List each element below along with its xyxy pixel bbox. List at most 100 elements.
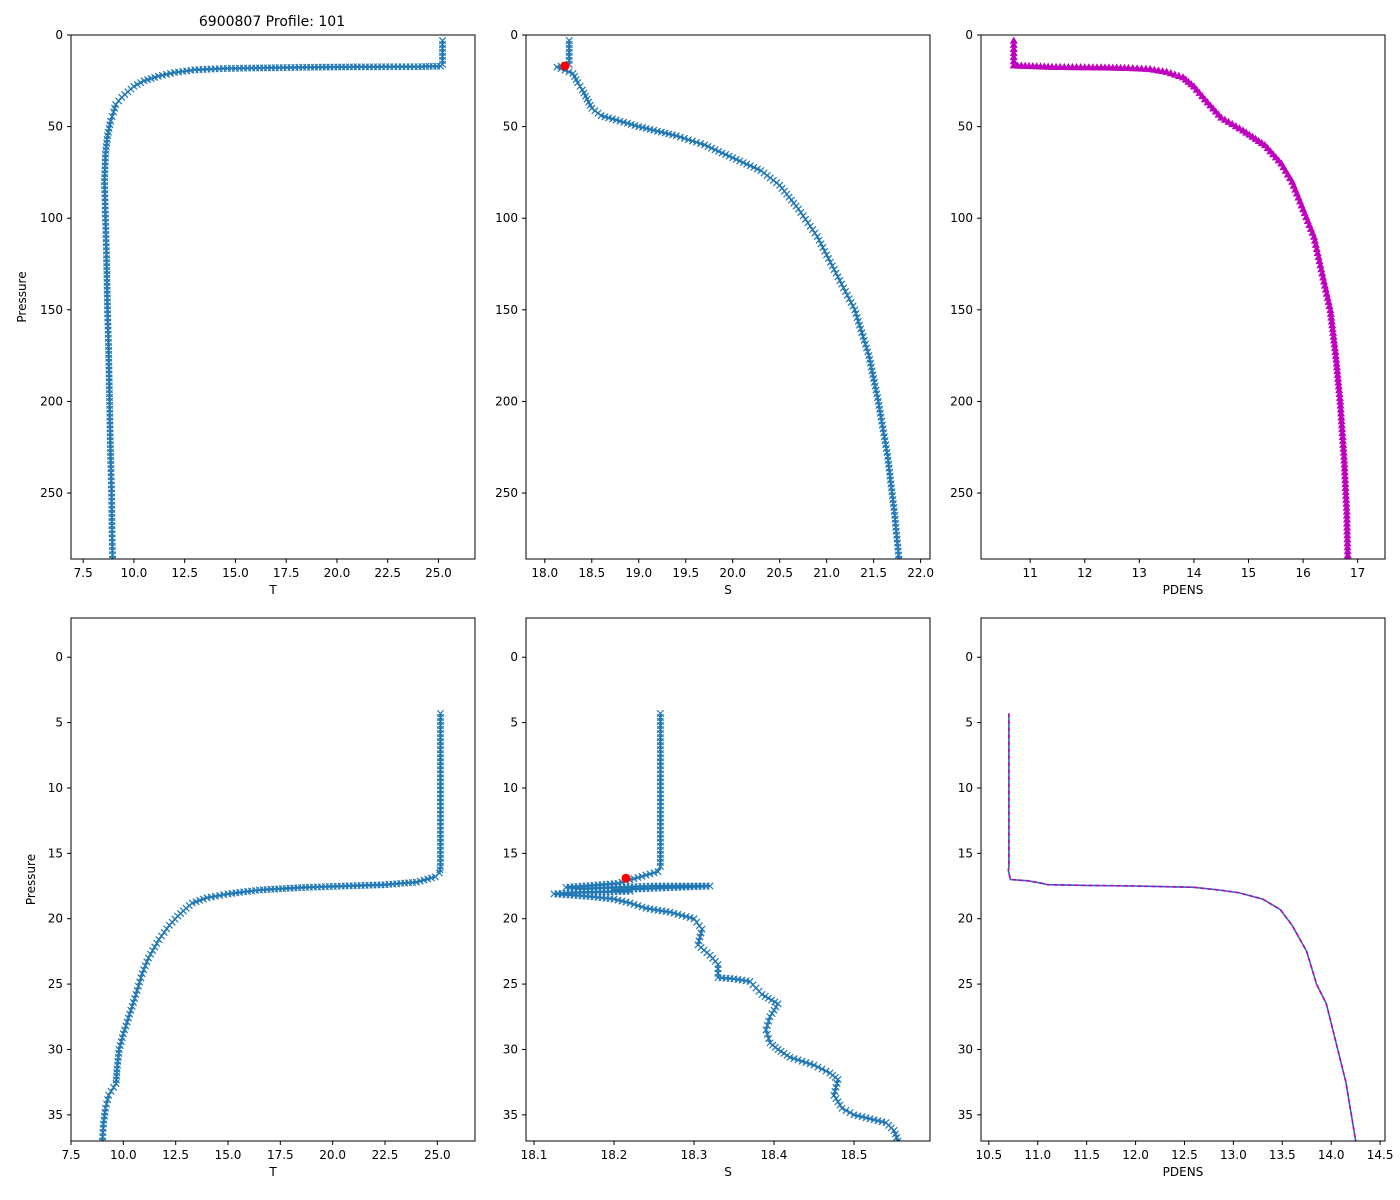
data-point-marker bbox=[832, 269, 840, 277]
data-point-marker bbox=[828, 262, 836, 270]
data-point-marker bbox=[1342, 491, 1351, 499]
data-point-marker bbox=[1320, 277, 1329, 285]
plot-area bbox=[1007, 713, 1357, 1141]
x-tick-label: 13 bbox=[1132, 566, 1147, 580]
x-tick-label: 12.5 bbox=[162, 1148, 189, 1162]
data-point-marker bbox=[732, 155, 740, 163]
data-point-marker bbox=[634, 873, 642, 882]
data-point-marker bbox=[839, 284, 848, 292]
y-tick-label: 250 bbox=[950, 486, 973, 500]
x-tick-label: 20.0 bbox=[324, 566, 351, 580]
data-point-marker bbox=[1339, 440, 1348, 448]
data-point-marker bbox=[151, 943, 159, 951]
y-tick-label: 0 bbox=[510, 650, 518, 664]
data-point-marker bbox=[1339, 444, 1348, 452]
x-tick-label: 12.5 bbox=[1171, 1148, 1198, 1162]
data-point-marker bbox=[736, 157, 744, 165]
data-point-marker bbox=[768, 1009, 776, 1018]
y-tick-label: 5 bbox=[965, 716, 973, 730]
y-tick-label: 10 bbox=[958, 781, 973, 795]
y-tick-label: 30 bbox=[48, 1042, 63, 1056]
x-tick-label: 22.5 bbox=[374, 566, 401, 580]
data-point-marker bbox=[774, 1000, 782, 1008]
data-point-marker bbox=[131, 994, 139, 1003]
data-point-marker bbox=[1338, 428, 1347, 437]
data-point-marker bbox=[1336, 401, 1345, 409]
data-point-marker bbox=[707, 144, 716, 152]
data-point-marker bbox=[140, 77, 148, 85]
data-point-marker bbox=[1340, 468, 1349, 476]
data-point-marker bbox=[163, 925, 171, 933]
data-point-marker bbox=[799, 212, 807, 220]
data-point-marker bbox=[153, 939, 161, 947]
x-tick-label: 18.0 bbox=[531, 566, 558, 580]
data-point-marker bbox=[656, 862, 665, 871]
y-tick-label: 20 bbox=[503, 912, 518, 926]
data-point-marker bbox=[134, 982, 143, 990]
x-tick-label: 20.0 bbox=[319, 1148, 346, 1162]
data-point-marker bbox=[143, 958, 151, 966]
data-point-marker bbox=[110, 108, 118, 116]
data-point-marker bbox=[1343, 535, 1352, 543]
data-point-marker bbox=[1315, 256, 1324, 265]
data-point-marker bbox=[821, 247, 829, 255]
data-point-marker bbox=[1343, 519, 1352, 527]
x-tick-label: 15.0 bbox=[215, 1148, 242, 1162]
data-point-marker bbox=[822, 1067, 830, 1075]
data-point-marker bbox=[739, 158, 747, 167]
data-point-marker bbox=[1316, 261, 1325, 269]
data-point-marker bbox=[1326, 309, 1335, 317]
data-point-marker bbox=[165, 921, 174, 929]
data-point-marker bbox=[138, 970, 146, 978]
data-point-marker bbox=[797, 208, 805, 217]
y-tick-label: 100 bbox=[950, 211, 973, 225]
data-point-marker bbox=[806, 1060, 814, 1068]
data-point-marker bbox=[836, 1101, 844, 1109]
data-point-marker bbox=[1330, 343, 1339, 352]
y-tick-label: 15 bbox=[48, 846, 63, 860]
data-point-marker bbox=[680, 134, 689, 143]
data-point-marker bbox=[766, 1013, 774, 1021]
data-point-marker bbox=[765, 1017, 773, 1025]
data-point-marker bbox=[843, 291, 851, 299]
data-point-marker bbox=[808, 226, 817, 234]
data-point-marker bbox=[846, 1109, 854, 1117]
x-tick-label: 25.0 bbox=[424, 1148, 451, 1162]
data-point-marker bbox=[1311, 240, 1320, 248]
highlight-point bbox=[560, 61, 570, 71]
data-point-marker bbox=[1327, 313, 1336, 321]
data-point-marker bbox=[1327, 317, 1336, 325]
x-tick-label: 10.0 bbox=[110, 1148, 137, 1162]
data-point-marker bbox=[1343, 539, 1352, 547]
x-tick-label: 13.0 bbox=[1220, 1148, 1247, 1162]
data-point-marker bbox=[804, 219, 812, 227]
data-point-marker bbox=[140, 966, 148, 974]
data-point-marker bbox=[1009, 36, 1018, 44]
data-point-marker bbox=[743, 160, 751, 168]
data-point-marker bbox=[1337, 413, 1346, 421]
x-axis-label: T bbox=[268, 1165, 277, 1179]
x-tick-label: 18.4 bbox=[761, 1148, 788, 1162]
data-point-marker bbox=[750, 163, 758, 171]
data-point-marker bbox=[133, 80, 141, 89]
data-point-marker bbox=[1322, 289, 1331, 297]
data-point-marker bbox=[124, 1014, 132, 1022]
data-point-marker bbox=[109, 1083, 118, 1092]
data-point-marker bbox=[1317, 265, 1326, 273]
data-point-marker bbox=[836, 276, 844, 285]
y-tick-label: 25 bbox=[958, 977, 973, 991]
data-point-marker bbox=[98, 1137, 107, 1141]
data-point-marker bbox=[842, 1106, 850, 1115]
y-tick-label: 250 bbox=[495, 486, 518, 500]
data-point-marker bbox=[1332, 363, 1341, 371]
x-tick-label: 18.5 bbox=[841, 1148, 868, 1162]
data-point-marker bbox=[714, 147, 723, 155]
data-point-marker bbox=[1318, 269, 1327, 277]
data-point-marker bbox=[1337, 409, 1346, 417]
data-point-marker bbox=[1335, 385, 1344, 394]
data-point-marker bbox=[638, 903, 646, 911]
data-point-marker bbox=[790, 1055, 798, 1063]
y-tick-label: 150 bbox=[950, 303, 973, 317]
data-point-marker bbox=[1341, 475, 1350, 484]
x-tick-label: 21.5 bbox=[860, 566, 887, 580]
